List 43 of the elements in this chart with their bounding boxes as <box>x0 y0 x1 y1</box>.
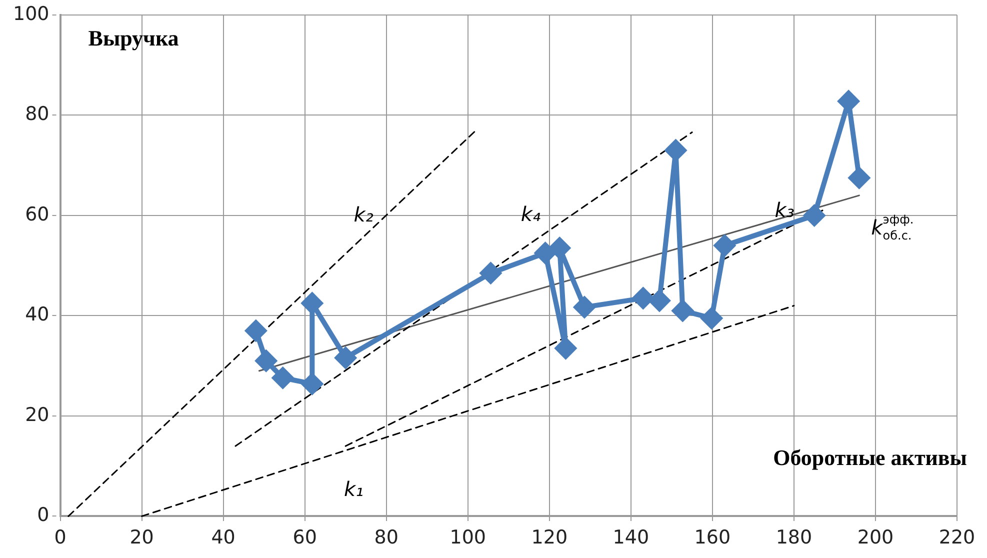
x-tick-label: 220 <box>938 526 976 549</box>
series-label: k₁ <box>344 477 364 502</box>
x-tick-label: 160 <box>694 526 731 549</box>
y-tick-label: 60 <box>25 203 50 226</box>
point <box>648 290 670 312</box>
x-tick-label: 0 <box>54 526 66 549</box>
x-tick-label: 40 <box>211 526 236 549</box>
series-label: k₃ <box>774 198 794 222</box>
point <box>701 308 722 329</box>
point <box>302 373 323 394</box>
x-tick-label: 80 <box>374 526 398 549</box>
series-label: k₄ <box>520 202 540 226</box>
point <box>665 140 686 161</box>
y-tick-label: 20 <box>25 404 50 426</box>
point <box>256 350 277 372</box>
point <box>549 238 570 259</box>
x-tick-label: 60 <box>292 526 317 549</box>
point <box>480 262 502 284</box>
point <box>245 320 266 342</box>
y-tick-label: 0 <box>37 504 50 526</box>
y-tick-label: 40 <box>25 304 50 326</box>
point <box>848 167 870 188</box>
y-axis-title: Выручка <box>88 26 179 51</box>
point <box>574 296 595 318</box>
point <box>555 338 576 359</box>
point <box>335 347 356 368</box>
point <box>302 292 323 314</box>
x-tick-label: 120 <box>531 526 568 549</box>
x-tick-label: 20 <box>130 526 154 549</box>
y-tick-label: 80 <box>25 103 50 126</box>
point <box>534 242 556 264</box>
x-tick-label: 180 <box>776 526 812 549</box>
x-tick-label: 140 <box>612 526 650 549</box>
point <box>804 204 825 226</box>
series-label: k₂ <box>354 202 374 226</box>
point <box>272 367 294 388</box>
point <box>672 300 694 322</box>
point <box>714 235 736 256</box>
x-tick-label: 200 <box>857 526 894 549</box>
x-tick-label: 100 <box>450 526 486 549</box>
point <box>632 288 654 309</box>
x-axis-title: Оборотные активы <box>773 444 967 470</box>
y-tick-label: 100 <box>13 2 50 25</box>
